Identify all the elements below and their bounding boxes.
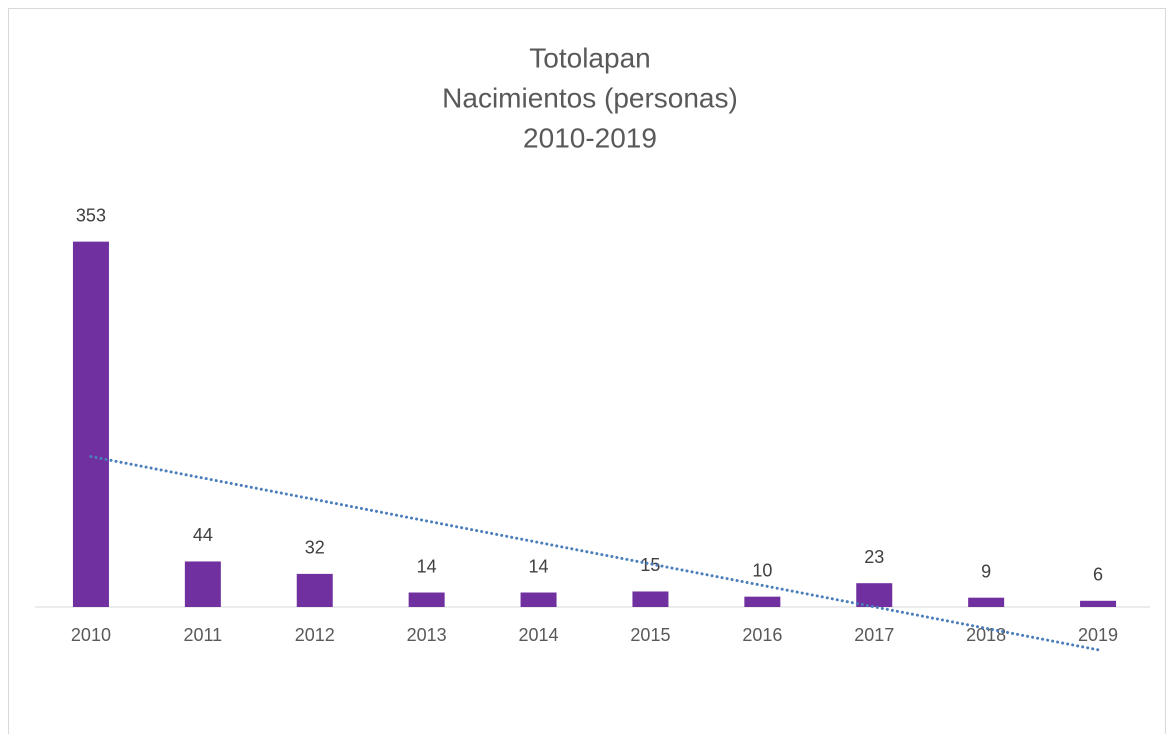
chart-title: 2010-2019 — [523, 122, 657, 153]
bar — [520, 592, 557, 607]
x-tick-label: 2018 — [966, 625, 1006, 645]
bar — [968, 597, 1005, 607]
x-tick-label: 2012 — [295, 625, 335, 645]
chart-title: Totolapan — [529, 42, 650, 73]
bar — [296, 573, 333, 607]
x-tick-label: 2011 — [183, 625, 222, 645]
bar — [72, 241, 109, 607]
data-label: 10 — [752, 560, 772, 580]
bar — [744, 596, 781, 607]
data-label: 14 — [417, 556, 437, 576]
x-tick-label: 2016 — [742, 625, 782, 645]
bar — [408, 592, 445, 607]
bar — [632, 591, 669, 607]
data-label: 14 — [529, 556, 549, 576]
data-label: 15 — [640, 555, 660, 575]
data-label: 6 — [1093, 565, 1103, 585]
chart-title: Nacimientos (personas) — [442, 82, 738, 113]
chart-frame — [8, 8, 1166, 734]
bar — [856, 583, 893, 607]
x-tick-label: 2017 — [854, 625, 894, 645]
data-label: 23 — [864, 547, 884, 567]
x-tick-label: 2013 — [407, 625, 447, 645]
x-tick-label: 2010 — [71, 625, 111, 645]
data-label: 44 — [193, 525, 213, 545]
bar — [1080, 600, 1117, 607]
data-label: 32 — [305, 538, 325, 558]
x-tick-label: 2014 — [519, 625, 559, 645]
data-label: 353 — [76, 205, 106, 225]
bar — [184, 561, 221, 607]
x-tick-label: 2015 — [630, 625, 670, 645]
x-tick-label: 2019 — [1078, 625, 1118, 645]
data-label: 9 — [981, 561, 991, 581]
